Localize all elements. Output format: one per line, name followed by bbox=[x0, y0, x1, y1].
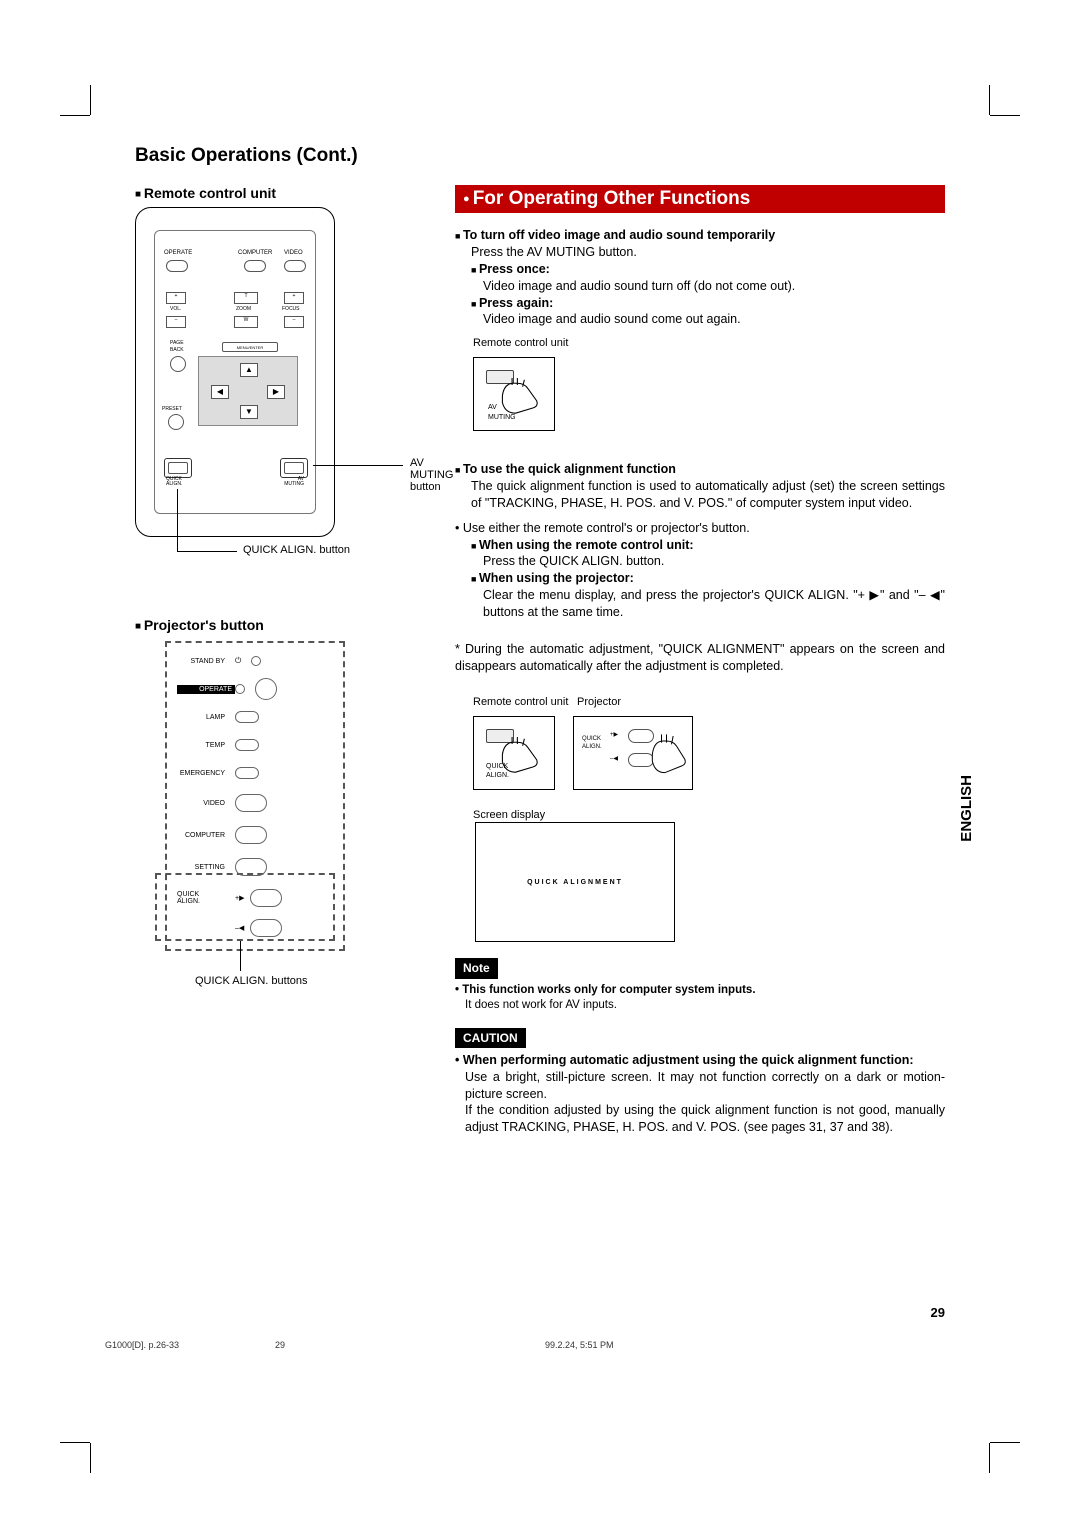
quickalign-projector-illustration: QUICK ALIGN. +▶ –◀ bbox=[573, 716, 693, 790]
ill-caption-remote1: Remote control unit bbox=[473, 336, 945, 351]
projector-callout: QUICK ALIGN. buttons bbox=[195, 975, 308, 987]
footer-datetime: 99.2.24, 5:51 PM bbox=[545, 1340, 975, 1350]
when-remote-text: Press the QUICK ALIGN. button. bbox=[483, 553, 945, 570]
ill-caption-remote2: Remote control unit bbox=[473, 695, 573, 710]
quickalign-remote-illustration: QUICK ALIGN. bbox=[473, 716, 555, 790]
note-label: Note bbox=[455, 958, 498, 978]
footer-page: 29 bbox=[275, 1340, 545, 1350]
section-banner: For Operating Other Functions bbox=[455, 185, 945, 213]
press-once-text: Video image and audio sound turn off (do… bbox=[483, 278, 945, 295]
remote-label-computer: COMPUTER bbox=[238, 250, 272, 256]
caution-p2: If the condition adjusted by using the q… bbox=[465, 1102, 945, 1136]
note-text: It does not work for AV inputs. bbox=[465, 998, 617, 1014]
crop-mark bbox=[989, 85, 990, 115]
crop-mark bbox=[60, 1442, 90, 1443]
remote-label-avmuting: AV MUTING bbox=[284, 477, 304, 487]
screen-caption: Screen display bbox=[473, 808, 945, 823]
crop-mark bbox=[990, 115, 1020, 116]
crop-mark bbox=[90, 1443, 91, 1473]
caution-label: CAUTION bbox=[455, 1028, 526, 1048]
sec2-starnote: During the automatic adjustment, "QUICK … bbox=[455, 641, 945, 675]
projector-heading: Projector's button bbox=[135, 617, 425, 633]
page-number: 29 bbox=[931, 1305, 945, 1320]
sec2-bullet1: Use either the remote control's or proje… bbox=[455, 520, 945, 537]
page-title: Basic Operations (Cont.) bbox=[135, 145, 945, 167]
crop-mark bbox=[990, 1442, 1020, 1443]
press-again-text: Video image and audio sound come out aga… bbox=[483, 311, 945, 328]
remote-label-page: PAGE bbox=[170, 340, 184, 346]
language-tab: ENGLISH bbox=[958, 775, 975, 842]
av-muting-illustration: AV MUTING bbox=[473, 357, 555, 431]
crop-mark bbox=[90, 85, 91, 115]
remote-heading: Remote control unit bbox=[135, 185, 425, 201]
hand-icon bbox=[648, 731, 690, 781]
ill-caption-proj: Projector bbox=[577, 695, 693, 710]
remote-label-preset: PRESET bbox=[162, 406, 182, 412]
projector-illustration: STAND BY⏻ OPERATE LAMP TEMP EMERGENCY VI… bbox=[135, 639, 345, 969]
sec2-body1: The quick alignment function is used to … bbox=[471, 478, 945, 512]
remote-callout-quickalign: QUICK ALIGN. button bbox=[243, 544, 350, 556]
remote-label-vol: VOL. bbox=[170, 306, 181, 312]
remote-label-video: VIDEO bbox=[284, 250, 303, 256]
when-remote-label: When using the remote control unit: bbox=[471, 537, 945, 554]
screen-display-illustration: QUICK ALIGNMENT bbox=[475, 822, 675, 942]
remote-label-operate: OPERATE bbox=[164, 250, 192, 256]
crop-mark bbox=[989, 1443, 990, 1473]
crop-mark bbox=[60, 115, 90, 116]
footer-filename: G1000[D]. p.26-33 bbox=[105, 1340, 275, 1350]
remote-callout-avmuting: AV MUTING button bbox=[410, 457, 453, 493]
remote-label-quickalign: QUICK ALIGN. bbox=[166, 477, 182, 487]
when-proj-label: When using the projector: bbox=[471, 570, 945, 587]
remote-label-focus: FOCUS bbox=[282, 306, 300, 312]
caution-bold: When performing automatic adjustment usi… bbox=[455, 1052, 945, 1069]
press-again-label: Press again: bbox=[471, 295, 945, 312]
sec1-line1: Press the AV MUTING button. bbox=[471, 244, 945, 261]
remote-illustration: OPERATE COMPUTER VIDEO + VOL. – T ZOOM W… bbox=[135, 207, 335, 537]
remote-label-back: BACK bbox=[170, 347, 184, 353]
page-footer: G1000[D]. p.26-33 29 99.2.24, 5:51 PM bbox=[105, 1340, 975, 1350]
press-once-label: Press once: bbox=[471, 261, 945, 278]
remote-label-zoom: ZOOM bbox=[236, 306, 251, 312]
sec1-heading: To turn off video image and audio sound … bbox=[455, 227, 945, 244]
sec2-heading: To use the quick alignment function bbox=[455, 461, 945, 478]
note-bold: This function works only for computer sy… bbox=[455, 984, 756, 996]
when-proj-text: Clear the menu display, and press the pr… bbox=[483, 587, 945, 621]
caution-p1: Use a bright, still-picture screen. It m… bbox=[465, 1069, 945, 1103]
